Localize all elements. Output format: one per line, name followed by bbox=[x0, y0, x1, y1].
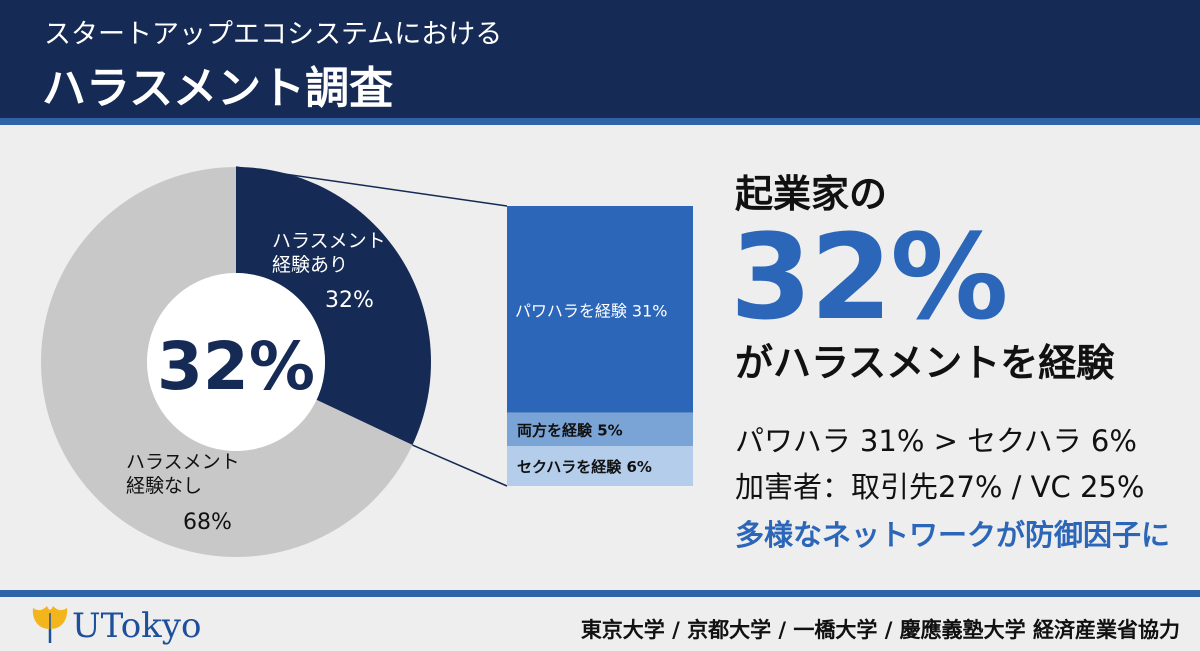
donut-chart bbox=[40, 167, 431, 557]
slice-value-not-experienced: 68% bbox=[183, 510, 232, 535]
donut-hole bbox=[147, 273, 325, 451]
summary-big-percent: 32% bbox=[730, 208, 1008, 346]
fact-perpetrators: 加害者：取引先27% / VC 25% bbox=[735, 470, 1145, 504]
header-divider bbox=[0, 118, 1200, 125]
breakdown-bar bbox=[507, 206, 693, 486]
logo-wordmark: UTokyo bbox=[72, 606, 202, 646]
header-title: ハラスメント調査 bbox=[42, 63, 394, 114]
header-subtitle: スタートアップエコシステムにおける bbox=[44, 19, 503, 50]
header-banner: スタートアップエコシステムにおける ハラスメント調査 bbox=[0, 0, 1200, 118]
donut-center-label: 32% bbox=[157, 328, 315, 405]
bar-segment-3 bbox=[507, 446, 693, 486]
slice-label-not-experienced-line2: 経験なし bbox=[126, 475, 202, 497]
ginkgo-logo-icon bbox=[32, 606, 68, 643]
slice-value-experienced: 32% bbox=[325, 288, 374, 313]
breakdown-connectors bbox=[235, 166, 508, 487]
slice-label-not-experienced-line1: ハラスメント bbox=[126, 451, 240, 473]
footer-credits: 東京大学 / 京都大学 / 一橋大学 / 慶應義塾大学 経済産業省協力 bbox=[580, 618, 1180, 642]
bar-segment-label-3: セクハラを経験 6% bbox=[517, 458, 652, 476]
summary-lead: 起業家の bbox=[735, 172, 888, 216]
bar-segment-label-1: パワハラを経験 31% bbox=[515, 301, 668, 320]
summary-tail: がハラスメントを経験 bbox=[735, 341, 1115, 385]
connector-bottom bbox=[412, 444, 508, 487]
bar-segment-label-2: 両方を経験 5% bbox=[517, 421, 623, 439]
fact-harassment-types: パワハラ 31% > セクハラ 6% bbox=[735, 424, 1137, 458]
connector-top bbox=[235, 166, 508, 207]
pie-slice-1 bbox=[236, 167, 431, 446]
bar-segment-1 bbox=[507, 206, 693, 413]
pie-slice-2 bbox=[40, 167, 413, 557]
slice-label-experienced-line2: 経験あり bbox=[272, 254, 348, 276]
fact-protective-factor: 多様なネットワークが防御因子に bbox=[735, 518, 1171, 552]
bar-segment-2 bbox=[507, 412, 693, 446]
footer-divider bbox=[0, 590, 1200, 597]
slice-label-experienced-line1: ハラスメント bbox=[272, 230, 386, 252]
